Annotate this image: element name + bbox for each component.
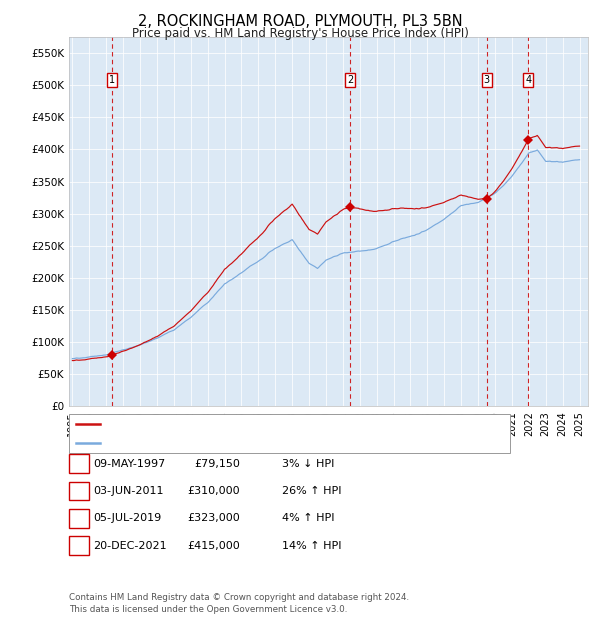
Text: 3% ↓ HPI: 3% ↓ HPI (282, 459, 334, 469)
Text: 3: 3 (484, 74, 490, 84)
Text: £79,150: £79,150 (194, 459, 240, 469)
Text: 1: 1 (109, 74, 115, 84)
Text: 26% ↑ HPI: 26% ↑ HPI (282, 486, 341, 496)
Text: £310,000: £310,000 (187, 486, 240, 496)
Text: 4: 4 (525, 74, 532, 84)
Text: 1: 1 (76, 459, 82, 469)
Text: 20-DEC-2021: 20-DEC-2021 (93, 541, 167, 551)
Text: 3: 3 (76, 513, 82, 523)
Text: £323,000: £323,000 (187, 513, 240, 523)
Text: 4: 4 (76, 541, 82, 551)
Text: 09-MAY-1997: 09-MAY-1997 (93, 459, 165, 469)
Text: 2, ROCKINGHAM ROAD, PLYMOUTH, PL3 5BN: 2, ROCKINGHAM ROAD, PLYMOUTH, PL3 5BN (137, 14, 463, 29)
Text: Price paid vs. HM Land Registry's House Price Index (HPI): Price paid vs. HM Land Registry's House … (131, 27, 469, 40)
Text: 2: 2 (347, 74, 353, 84)
Text: 2: 2 (76, 486, 82, 496)
Text: Contains HM Land Registry data © Crown copyright and database right 2024.
This d: Contains HM Land Registry data © Crown c… (69, 593, 409, 614)
Text: 03-JUN-2011: 03-JUN-2011 (93, 486, 163, 496)
Text: 14% ↑ HPI: 14% ↑ HPI (282, 541, 341, 551)
Text: 2, ROCKINGHAM ROAD, PLYMOUTH, PL3 5BN (detached house): 2, ROCKINGHAM ROAD, PLYMOUTH, PL3 5BN (d… (105, 419, 418, 429)
Text: £415,000: £415,000 (187, 541, 240, 551)
Text: HPI: Average price, detached house, City of Plymouth: HPI: Average price, detached house, City… (105, 438, 372, 448)
Text: 05-JUL-2019: 05-JUL-2019 (93, 513, 161, 523)
Text: 4% ↑ HPI: 4% ↑ HPI (282, 513, 335, 523)
